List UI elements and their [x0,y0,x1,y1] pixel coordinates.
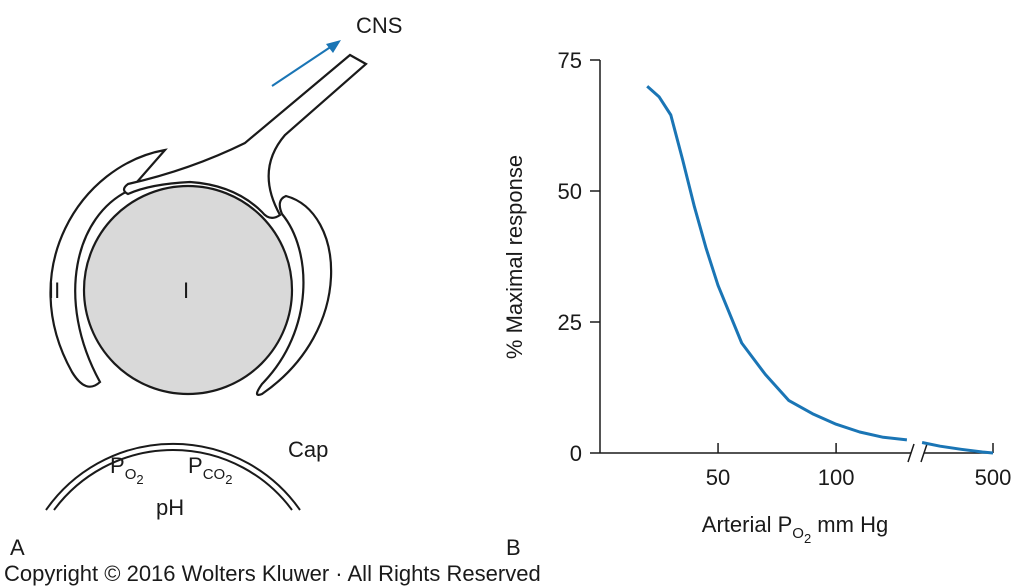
arrow-shaft [271,45,333,87]
po2-base: P [110,453,125,478]
pco2-base: P [188,453,203,478]
y-tick-label: 75 [558,48,582,73]
axis-break [907,443,915,463]
y-axis-label: % Maximal response [502,155,527,359]
diagram: CNS II I Cap pH PO2 PCO2 [45,13,402,520]
po2-sub: O [125,466,137,483]
nerve-fiber [122,53,368,219]
data-line [646,85,994,455]
cns-label: CNS [356,13,402,38]
x-label-sub: O [792,525,804,542]
type-two-cell-left [49,148,168,388]
type-two-label: II [48,278,60,303]
pco2-label: PCO2 [188,453,232,487]
capillary-outer [45,442,301,511]
x-label-part: Arterial P [702,512,792,537]
axis-break [920,443,928,463]
y-tick-label: 0 [570,441,582,466]
x-tick-label: 500 [975,465,1012,490]
copyright: Copyright © 2016 Wolters Kluwer · All Ri… [4,561,541,586]
type-two-cell-right [255,194,333,396]
po2-subsub: 2 [136,472,143,487]
pco2-subsub: 2 [225,472,232,487]
arrow-head [326,40,341,53]
x-label-subsub: 2 [804,531,811,546]
y-tick-label: 50 [558,179,582,204]
chart: % Maximal response Arterial PO2 mm Hg 0 2… [502,48,1011,546]
capillary-inner [53,448,293,511]
x-axis-label: Arterial PO2 mm Hg [702,512,888,546]
x-tick-label: 50 [706,465,730,490]
pco2-sub: CO [203,466,226,483]
glomus-cell [82,184,294,396]
panel-label: B [506,535,521,560]
x-tick-label: 100 [818,465,855,490]
x-label-part: mm Hg [811,512,888,537]
y-tick-label: 25 [558,310,582,335]
panel-label: A [10,535,25,560]
cap-label: Cap [288,437,328,462]
ph-label: pH [156,495,184,520]
po2-label: PO2 [110,453,144,487]
type-one-label: I [183,278,189,303]
